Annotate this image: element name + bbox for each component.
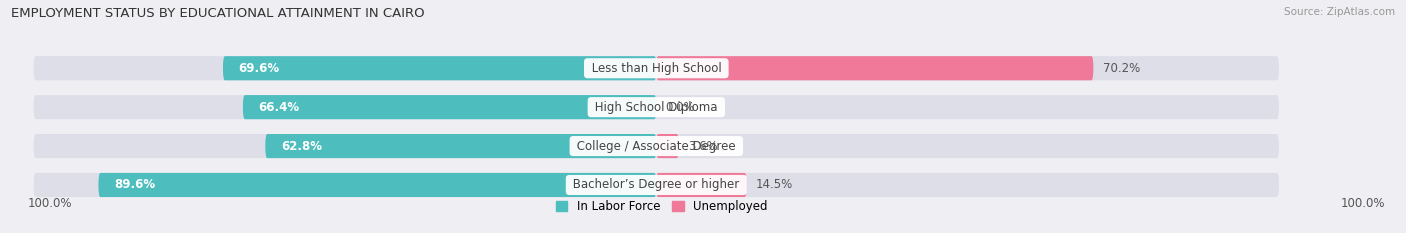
Text: 69.6%: 69.6%	[239, 62, 280, 75]
FancyBboxPatch shape	[98, 173, 657, 197]
FancyBboxPatch shape	[657, 173, 747, 197]
Text: 100.0%: 100.0%	[28, 197, 72, 210]
Text: 70.2%: 70.2%	[1102, 62, 1140, 75]
Legend: In Labor Force, Unemployed: In Labor Force, Unemployed	[555, 200, 768, 213]
Text: 89.6%: 89.6%	[114, 178, 155, 192]
FancyBboxPatch shape	[34, 173, 1279, 197]
Text: 14.5%: 14.5%	[756, 178, 793, 192]
Text: College / Associate Degree: College / Associate Degree	[574, 140, 740, 153]
Text: 3.6%: 3.6%	[688, 140, 718, 153]
Text: 66.4%: 66.4%	[259, 101, 299, 114]
FancyBboxPatch shape	[34, 134, 1279, 158]
Text: Less than High School: Less than High School	[588, 62, 725, 75]
FancyBboxPatch shape	[34, 56, 1279, 80]
FancyBboxPatch shape	[34, 95, 1279, 119]
Text: 100.0%: 100.0%	[1340, 197, 1385, 210]
FancyBboxPatch shape	[657, 134, 679, 158]
Text: 0.0%: 0.0%	[665, 101, 696, 114]
FancyBboxPatch shape	[657, 56, 1094, 80]
FancyBboxPatch shape	[224, 56, 657, 80]
Text: EMPLOYMENT STATUS BY EDUCATIONAL ATTAINMENT IN CAIRO: EMPLOYMENT STATUS BY EDUCATIONAL ATTAINM…	[11, 7, 425, 20]
Text: 62.8%: 62.8%	[281, 140, 322, 153]
FancyBboxPatch shape	[266, 134, 657, 158]
Text: Bachelor’s Degree or higher: Bachelor’s Degree or higher	[569, 178, 744, 192]
Text: High School Diploma: High School Diploma	[591, 101, 721, 114]
Text: Source: ZipAtlas.com: Source: ZipAtlas.com	[1284, 7, 1395, 17]
FancyBboxPatch shape	[243, 95, 657, 119]
